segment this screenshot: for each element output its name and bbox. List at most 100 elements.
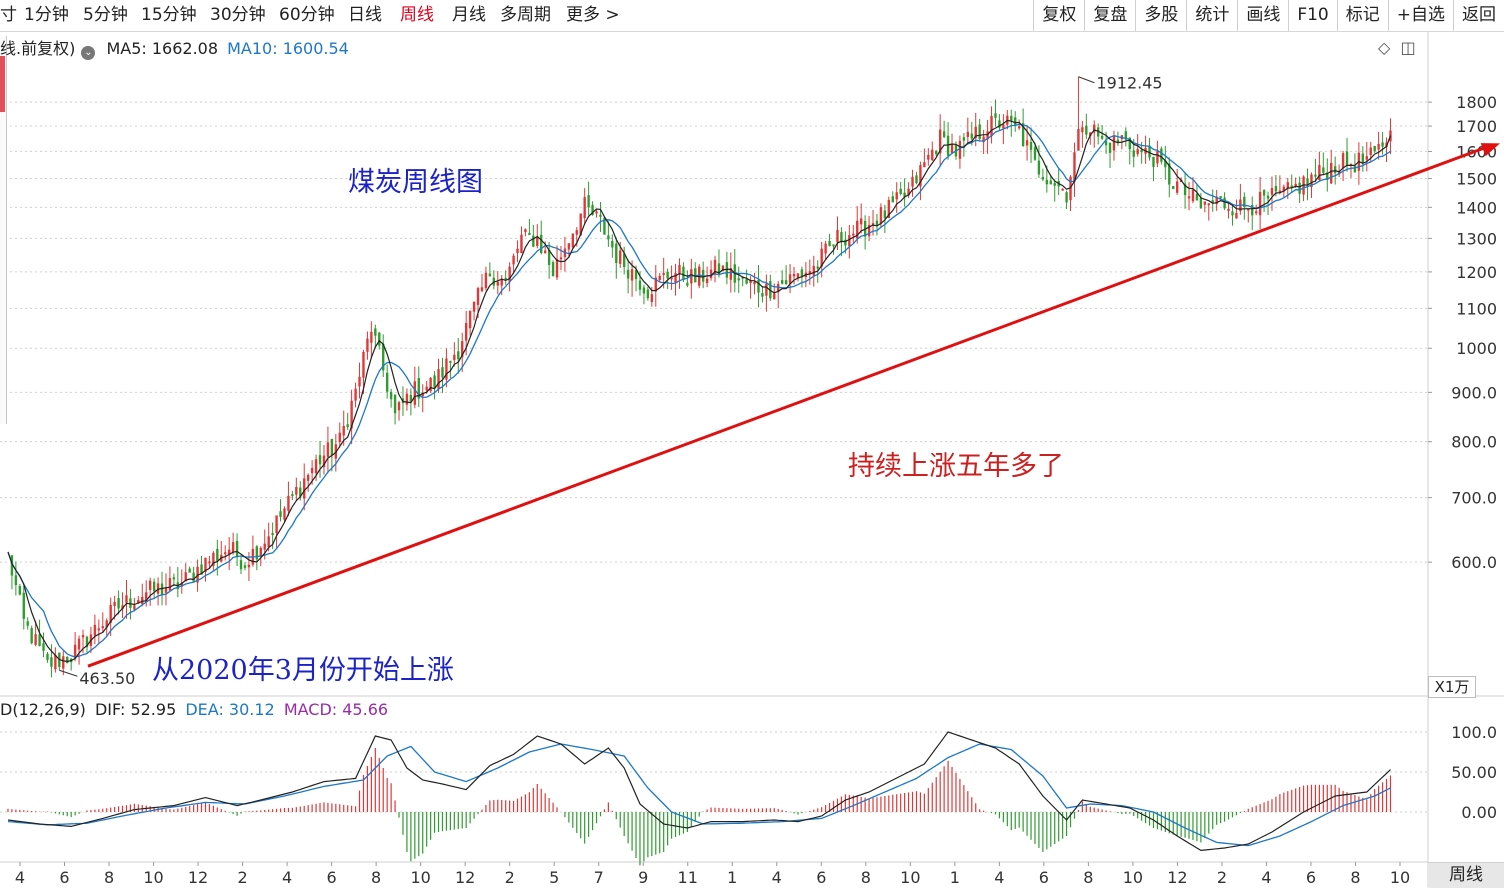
candle-body (275, 515, 278, 534)
candle-body (630, 269, 634, 281)
candle-body (824, 243, 827, 254)
candle-body (670, 277, 673, 280)
time-tick-label: 2 (1217, 868, 1227, 887)
settings-circle-icon[interactable]: ⌄ (81, 46, 96, 60)
mark-button[interactable]: 标记 (1336, 0, 1388, 31)
tab-more[interactable]: 更多 > (566, 5, 620, 25)
time-tick-label: 4 (282, 868, 292, 887)
tab-weekly[interactable]: 周线 (400, 5, 434, 25)
candle-body (62, 656, 65, 669)
candle-body (445, 358, 448, 380)
candle-body (551, 262, 555, 277)
candle-body (1017, 126, 1021, 129)
tab-daily[interactable]: 日线 (348, 5, 382, 25)
time-tick-label: 4 (15, 868, 25, 887)
time-tick-label: 10 (900, 868, 920, 887)
adjust-button[interactable]: 复权 (1033, 0, 1084, 31)
candle-body (1345, 151, 1349, 166)
stats-button[interactable]: 统计 (1186, 0, 1237, 31)
candle-body (393, 394, 397, 414)
tab-1min[interactable]: 1分钟 (24, 5, 69, 25)
candle-body (931, 149, 934, 161)
candle-body (1053, 183, 1056, 186)
candle-body (567, 243, 571, 250)
candle-body (1045, 179, 1049, 185)
candle-body (966, 131, 970, 137)
time-tick-label: 6 (59, 868, 69, 887)
candle-body (1041, 176, 1045, 180)
f10-button[interactable]: F10 (1288, 0, 1336, 31)
candle-body (674, 273, 677, 283)
candle-body (101, 626, 104, 629)
back-button[interactable]: 返回 (1453, 0, 1504, 31)
time-tick-label: 5 (549, 868, 559, 887)
left-panel-stub[interactable] (0, 36, 7, 424)
tab-partial[interactable]: 寸 (0, 5, 17, 25)
candle-body (650, 294, 654, 303)
tab-5min[interactable]: 5分钟 (83, 5, 128, 25)
candle-body (385, 372, 389, 392)
candle-body (753, 281, 756, 285)
add-watchlist-button[interactable]: +自选 (1387, 0, 1453, 31)
diamond-icon[interactable]: ◇ (1378, 38, 1391, 57)
tab-15min[interactable]: 15分钟 (141, 5, 197, 25)
candle-body (1199, 198, 1203, 209)
candle-body (1330, 162, 1333, 184)
tab-multi-period[interactable]: 多周期 (500, 5, 551, 25)
time-tick-label: 4 (994, 868, 1004, 887)
time-tick-label: 8 (1083, 868, 1093, 887)
candle-body (271, 532, 274, 536)
time-tick-label: 12 (188, 868, 208, 887)
high-marker-line (1078, 76, 1095, 84)
candle-body (314, 459, 318, 474)
tab-monthly[interactable]: 月线 (452, 5, 486, 25)
dif-dea-lines (7, 731, 1391, 852)
price-tick-label: 1200 (1456, 263, 1497, 282)
candle-body (77, 638, 81, 650)
candle-body (626, 269, 630, 279)
candle-body (362, 352, 365, 378)
candle-body (81, 635, 85, 638)
candle-body (1235, 213, 1238, 219)
candle-body (1061, 188, 1064, 191)
candle-body (318, 455, 322, 465)
candle-body (18, 586, 22, 595)
candle-body (1033, 147, 1037, 160)
period-label[interactable]: 周线 (1428, 862, 1504, 888)
candle-body (575, 230, 578, 235)
candle-body (1333, 166, 1337, 174)
annotation-title: 煤炭周线图 (348, 167, 483, 198)
candle-body (38, 634, 41, 646)
candle-body (133, 605, 136, 610)
dea-label: DEA: 30.12 (185, 700, 275, 719)
low-marker-line (59, 669, 78, 677)
panel-toggle-icon[interactable]: ◫ (1400, 38, 1416, 57)
candle-body (295, 486, 298, 495)
candle-body (709, 269, 713, 279)
candle-body (453, 354, 456, 361)
candle-body (1191, 189, 1195, 202)
candle-body (310, 467, 314, 474)
time-tick-label: 10 (143, 868, 163, 887)
tab-60min[interactable]: 60分钟 (279, 5, 335, 25)
candle-body (476, 288, 480, 305)
macd-legend: D(12,26,9) DIF: 52.95 DEA: 30.12 MACD: 4… (0, 700, 392, 719)
tab-30min[interactable]: 30分钟 (210, 5, 266, 25)
replay-button[interactable]: 复盘 (1084, 0, 1135, 31)
candle-body (1029, 141, 1033, 150)
multi-stock-button[interactable]: 多股 (1135, 0, 1186, 31)
time-tick-label: 1 (727, 868, 737, 887)
time-tick-label: 12 (455, 868, 475, 887)
low-marker-label: 463.50 (79, 669, 135, 688)
time-tick-label: 8 (1350, 868, 1360, 887)
candle-body (378, 332, 381, 346)
candle-body (634, 270, 638, 280)
candle-body (1124, 131, 1128, 140)
candle-body (765, 283, 768, 296)
candle-body (974, 126, 977, 139)
candle-body (85, 636, 89, 648)
draw-line-button[interactable]: 画线 (1237, 0, 1288, 31)
candle-body (358, 376, 361, 387)
candle-body (330, 438, 334, 456)
time-axis: 4 6 8 10 12 2 4 6 8 10 12 2 5 7 9 11 1 4 6 8 10 1 4 6 8 10 12 2 4 6 8 1… (15, 862, 1410, 887)
